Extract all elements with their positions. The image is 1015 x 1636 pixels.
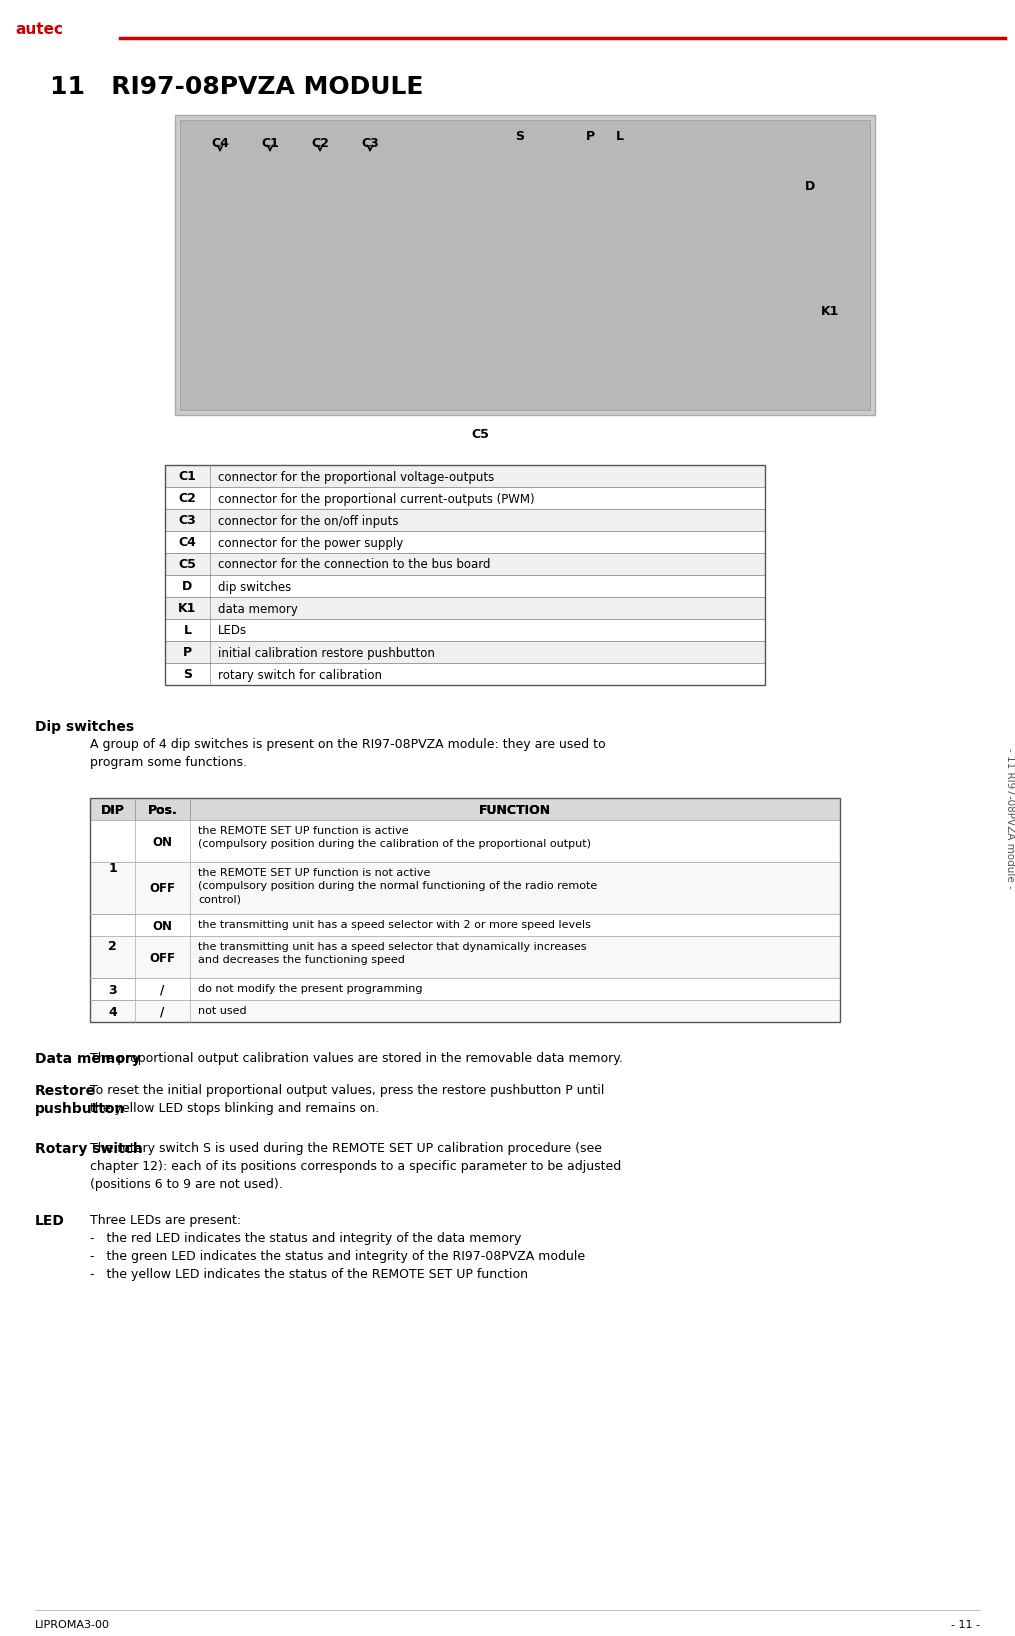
Bar bbox=[165, 532, 765, 553]
Text: 1: 1 bbox=[109, 862, 117, 875]
Text: OFF: OFF bbox=[149, 882, 176, 895]
Bar bbox=[90, 1000, 840, 1022]
Text: The proportional output calibration values are stored in the removable data memo: The proportional output calibration valu… bbox=[90, 1052, 623, 1065]
Bar bbox=[165, 509, 765, 532]
Bar bbox=[90, 915, 840, 936]
Text: Pos.: Pos. bbox=[147, 803, 178, 816]
Bar bbox=[165, 465, 765, 488]
Bar bbox=[90, 820, 840, 862]
Bar bbox=[165, 663, 765, 685]
Text: K1: K1 bbox=[179, 602, 197, 615]
Bar bbox=[165, 618, 765, 641]
Text: 4: 4 bbox=[109, 1006, 117, 1019]
Text: - 11 -: - 11 - bbox=[951, 1620, 980, 1629]
Text: C3: C3 bbox=[361, 137, 379, 151]
Text: Rotary switch: Rotary switch bbox=[35, 1142, 143, 1157]
Text: connector for the proportional current-outputs (PWM): connector for the proportional current-o… bbox=[218, 492, 535, 506]
Text: /: / bbox=[160, 983, 164, 996]
Text: FUNCTION: FUNCTION bbox=[479, 803, 551, 816]
Bar bbox=[165, 488, 765, 509]
Bar bbox=[165, 641, 765, 663]
Text: the REMOTE SET UP function is active
(compulsory position during the calibration: the REMOTE SET UP function is active (co… bbox=[198, 826, 591, 849]
Text: P: P bbox=[586, 129, 595, 142]
Text: not used: not used bbox=[198, 1006, 247, 1016]
Text: D: D bbox=[183, 581, 193, 594]
Text: LIPROMA3-00: LIPROMA3-00 bbox=[35, 1620, 110, 1629]
Text: dip switches: dip switches bbox=[218, 581, 291, 594]
Text: /: / bbox=[160, 1006, 164, 1019]
Text: C1: C1 bbox=[179, 471, 197, 484]
Text: LEDs: LEDs bbox=[218, 625, 247, 638]
Text: autec: autec bbox=[15, 21, 63, 38]
Text: To reset the initial proportional output values, press the restore pushbutton P : To reset the initial proportional output… bbox=[90, 1085, 604, 1116]
Text: The rotary switch S is used during the REMOTE SET UP calibration procedure (see
: The rotary switch S is used during the R… bbox=[90, 1142, 621, 1191]
Text: 11   RI97-08PVZA MODULE: 11 RI97-08PVZA MODULE bbox=[50, 75, 423, 100]
Text: connector for the on/off inputs: connector for the on/off inputs bbox=[218, 514, 399, 527]
Text: Dip switches: Dip switches bbox=[35, 720, 134, 735]
Text: LED: LED bbox=[35, 1214, 65, 1229]
Text: C1: C1 bbox=[261, 137, 279, 151]
Text: 3: 3 bbox=[109, 983, 117, 996]
Text: C5: C5 bbox=[179, 558, 197, 571]
Text: K1: K1 bbox=[821, 304, 839, 317]
Text: connector for the power supply: connector for the power supply bbox=[218, 537, 403, 550]
Text: Pos.: Pos. bbox=[147, 803, 178, 816]
Text: ON: ON bbox=[152, 919, 173, 933]
Text: data memory: data memory bbox=[218, 602, 297, 615]
Text: ON: ON bbox=[152, 836, 173, 849]
Text: OFF: OFF bbox=[149, 952, 176, 965]
Text: S: S bbox=[183, 669, 192, 682]
Bar bbox=[165, 574, 765, 597]
Bar bbox=[180, 119, 870, 411]
Bar bbox=[175, 115, 875, 416]
Text: C3: C3 bbox=[179, 514, 196, 527]
Text: C5: C5 bbox=[471, 429, 489, 442]
Bar bbox=[165, 597, 765, 618]
Text: do not modify the present programming: do not modify the present programming bbox=[198, 983, 422, 995]
Text: rotary switch for calibration: rotary switch for calibration bbox=[218, 669, 382, 682]
Text: initial calibration restore pushbutton: initial calibration restore pushbutton bbox=[218, 646, 434, 659]
Text: L: L bbox=[184, 625, 192, 638]
Text: - 11 RI97-08PVZA module -: - 11 RI97-08PVZA module - bbox=[1005, 748, 1015, 888]
Text: the REMOTE SET UP function is not active
(compulsory position during the normal : the REMOTE SET UP function is not active… bbox=[198, 869, 597, 905]
Text: connector for the connection to the bus board: connector for the connection to the bus … bbox=[218, 558, 490, 571]
Text: C4: C4 bbox=[211, 137, 229, 151]
Bar bbox=[90, 978, 840, 1000]
Text: A group of 4 dip switches is present on the RI97-08PVZA module: they are used to: A group of 4 dip switches is present on … bbox=[90, 738, 606, 769]
Text: DIP: DIP bbox=[100, 803, 125, 816]
Text: Restore
pushbutton: Restore pushbutton bbox=[35, 1085, 126, 1116]
Text: C2: C2 bbox=[311, 137, 329, 151]
Text: Data memory: Data memory bbox=[35, 1052, 141, 1067]
Text: C4: C4 bbox=[179, 537, 197, 550]
Text: the transmitting unit has a speed selector with 2 or more speed levels: the transmitting unit has a speed select… bbox=[198, 919, 591, 929]
Bar bbox=[90, 936, 840, 978]
Text: D: D bbox=[805, 180, 815, 193]
Bar bbox=[90, 798, 840, 820]
Bar bbox=[90, 798, 840, 1022]
Text: P: P bbox=[183, 646, 192, 659]
Bar bbox=[165, 553, 765, 574]
Text: connector for the proportional voltage-outputs: connector for the proportional voltage-o… bbox=[218, 471, 494, 484]
Text: FUNCTION: FUNCTION bbox=[479, 803, 551, 816]
Text: 2: 2 bbox=[109, 941, 117, 954]
Text: Three LEDs are present:
-   the red LED indicates the status and integrity of th: Three LEDs are present: - the red LED in… bbox=[90, 1214, 585, 1281]
Bar bbox=[165, 465, 765, 685]
Text: DIP: DIP bbox=[100, 803, 125, 816]
Bar bbox=[90, 862, 840, 915]
Text: the transmitting unit has a speed selector that dynamically increases
and decrea: the transmitting unit has a speed select… bbox=[198, 942, 587, 965]
Text: C2: C2 bbox=[179, 492, 197, 506]
Text: S: S bbox=[516, 129, 525, 142]
Text: L: L bbox=[616, 129, 624, 142]
